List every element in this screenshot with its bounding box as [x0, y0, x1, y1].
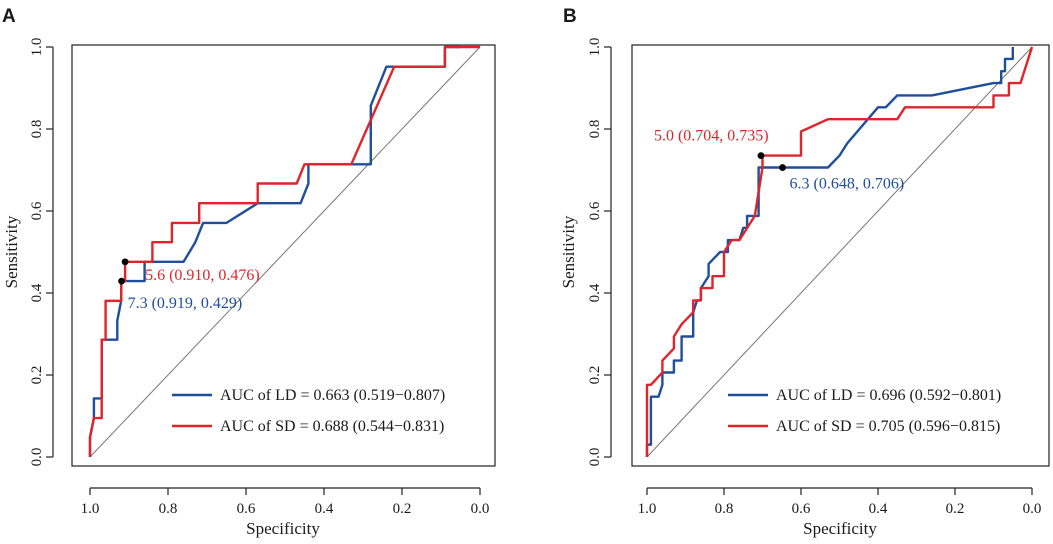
panel-a-x-tick-label: 0.8 — [159, 501, 178, 517]
panel-a-cutoff-point-2 — [118, 277, 125, 285]
panel-a-x-tick-label: 1.0 — [81, 501, 100, 517]
panel-b-x-axis-label: Specificity — [803, 519, 877, 538]
panel-a-x-tick-label: 0.4 — [315, 501, 334, 517]
panel-b-y-tick-label: 0.0 — [587, 448, 603, 467]
panel-b-x-tick-label: 0.8 — [715, 501, 734, 517]
panel-a-y-tick-label: 0.0 — [29, 448, 45, 467]
panel-b-roc-curve-sd — [645, 46, 1034, 457]
panel-a-x-tick-label: 0.6 — [237, 501, 256, 517]
panel-a-legend: AUC of LD = 0.663 (0.519−0.807) AUC of S… — [172, 387, 445, 435]
panel-a-y-axis-label: Sensitivity — [2, 215, 21, 288]
panel-b-y-tick-label: 0.8 — [587, 120, 603, 139]
panel-a-legend-sd-text: AUC of SD = 0.688 (0.544−0.831) — [220, 418, 444, 435]
panel-a-cutoff-point-1 — [121, 258, 129, 266]
panel-b-roc-curve-ld — [645, 47, 1014, 457]
panel-a-y-tick-label: 0.4 — [29, 283, 45, 302]
panel-b-cutoff-label-1: 5.0 (0.704, 0.735) — [654, 128, 769, 145]
panel-b-axes: 1.0 0.8 0.6 0.4 0.2 0.0 0.0 0.2 0.4 0.6 0.8 1.0 — [587, 38, 1041, 517]
panel-b-x-tick-label: 0.4 — [869, 501, 888, 517]
panel-a-x-axis-label: Specificity — [246, 519, 320, 538]
panel-a-y-tick-label: 0.8 — [29, 120, 45, 139]
panel-b-y-tick-label: 1.0 — [587, 38, 603, 57]
panel-a-series — [88, 45, 480, 457]
panel-a-cutoffs: 5.6 (0.910, 0.476) 7.3 (0.919, 0.429) — [118, 258, 260, 312]
panel-a-letter: A — [2, 6, 16, 27]
panel-b-cutoff-point-1 — [757, 152, 765, 160]
panel-b-y-axis-label: Sensitivity — [559, 215, 578, 288]
panel-a-y-tick-label: 0.6 — [29, 201, 45, 220]
panel-b-letter: B — [563, 6, 577, 27]
panel-b-plot-frame — [631, 44, 1050, 467]
panel-b-legend-ld-text: AUC of LD = 0.696 (0.592−0.801) — [776, 387, 1001, 404]
panel-b-legend-sd-text: AUC of SD = 0.705 (0.596−0.815) — [776, 418, 1000, 435]
panel-b-diagonal-reference-line — [646, 46, 1033, 458]
panel-b-series — [645, 46, 1034, 457]
panel-a-x-tick-label: 0.0 — [471, 501, 490, 517]
panel-a-cutoff-label-1: 5.6 (0.910, 0.476) — [145, 267, 260, 284]
panel-b-x-tick-label: 0.2 — [946, 501, 965, 517]
panel-a-x-tick-label: 0.2 — [393, 501, 412, 517]
panel-a-y-tick-label: 0.2 — [29, 366, 45, 385]
panel-b-x-tick-label: 1.0 — [638, 501, 657, 517]
panel-a-y-tick-label: 1.0 — [29, 38, 45, 57]
panel-a-cutoff-label-2: 7.3 (0.919, 0.429) — [128, 295, 243, 312]
panel-a-legend-ld-text: AUC of LD = 0.663 (0.519−0.807) — [220, 387, 445, 404]
panel-b-cutoff-label-2: 6.3 (0.648, 0.706) — [790, 176, 905, 193]
panel-b-y-tick-label: 0.4 — [587, 283, 603, 302]
panel-b: B 1.0 0.8 0.6 0.4 0.2 0.0 0.0 0.2 0.4 0.6 0.8 1.0 5… — [559, 6, 1050, 538]
panel-b-legend: AUC of LD = 0.696 (0.592−0.801) AUC of S… — [728, 387, 1001, 435]
panel-a: A 1.0 0.8 0.6 0.4 0.2 0.0 0.0 0.2 0.4 0.6 0.8 1.0 5… — [2, 6, 496, 538]
panel-b-x-tick-label: 0.6 — [792, 501, 811, 517]
panel-b-x-tick-label: 0.0 — [1023, 501, 1042, 517]
panel-b-y-tick-label: 0.6 — [587, 201, 603, 220]
panel-a-roc-curve-sd — [88, 45, 480, 457]
panel-b-cutoff-point-2 — [779, 164, 786, 171]
panel-b-cutoffs: 5.0 (0.704, 0.735) 6.3 (0.648, 0.706) — [654, 128, 904, 193]
panel-a-diagonal-reference-line — [89, 46, 481, 458]
panel-a-plot-frame — [71, 44, 496, 467]
panel-a-axes: 1.0 0.8 0.6 0.4 0.2 0.0 0.0 0.2 0.4 0.6 0.8 1.0 — [29, 38, 489, 517]
panel-b-y-tick-label: 0.2 — [587, 366, 603, 385]
